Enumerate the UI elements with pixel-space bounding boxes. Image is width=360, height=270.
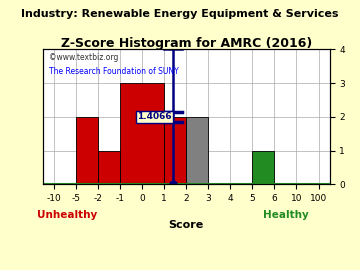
Bar <box>252 151 274 184</box>
Text: Healthy: Healthy <box>262 210 308 220</box>
Text: Industry: Renewable Energy Equipment & Services: Industry: Renewable Energy Equipment & S… <box>21 9 339 19</box>
Bar <box>120 83 164 184</box>
Bar <box>186 117 208 184</box>
Text: ©www.textbiz.org: ©www.textbiz.org <box>49 53 118 62</box>
Bar <box>98 151 120 184</box>
Text: The Research Foundation of SUNY: The Research Foundation of SUNY <box>49 67 179 76</box>
Text: Unhealthy: Unhealthy <box>37 210 98 220</box>
X-axis label: Score: Score <box>169 220 204 230</box>
Bar <box>164 117 186 184</box>
Title: Z-Score Histogram for AMRC (2016): Z-Score Histogram for AMRC (2016) <box>61 37 312 50</box>
Bar <box>76 117 98 184</box>
Text: 1.4066: 1.4066 <box>137 112 171 122</box>
